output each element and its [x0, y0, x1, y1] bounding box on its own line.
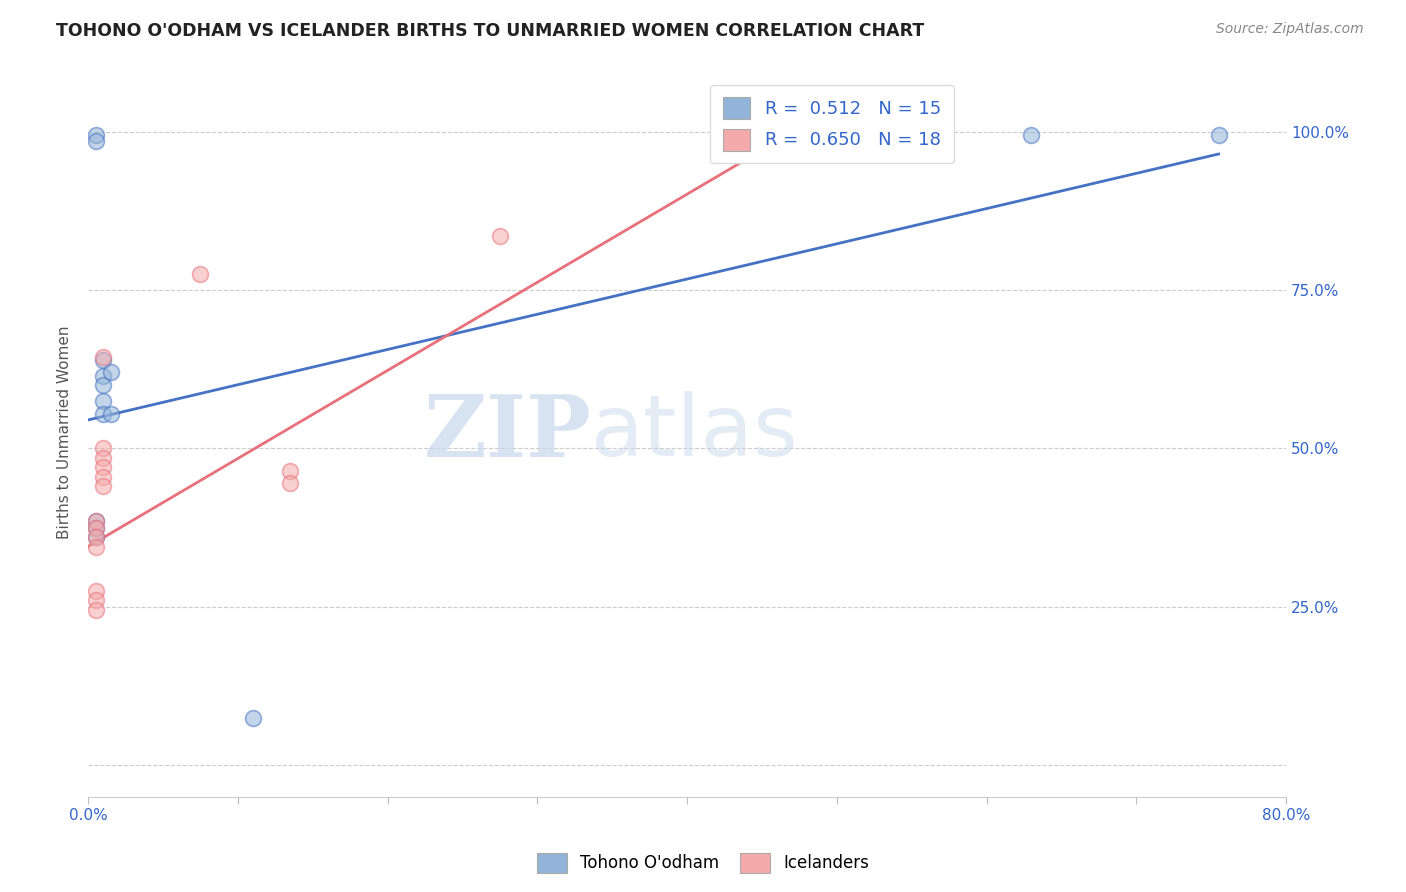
Point: [1208, 128, 1230, 142]
Point: [84, 520, 107, 534]
Point: [91, 378, 114, 392]
Point: [1021, 128, 1043, 142]
Point: [84, 540, 107, 554]
Point: [91, 407, 114, 421]
Point: [84, 514, 107, 528]
Point: [91, 350, 114, 364]
Point: [84, 514, 107, 528]
Point: [278, 464, 301, 478]
Point: [84, 134, 107, 148]
Point: [91, 442, 114, 456]
Text: TOHONO O'ODHAM VS ICELANDER BIRTHS TO UNMARRIED WOMEN CORRELATION CHART: TOHONO O'ODHAM VS ICELANDER BIRTHS TO UN…: [56, 22, 925, 40]
Point: [91, 460, 114, 475]
Point: [100, 366, 122, 380]
Point: [84, 593, 107, 607]
Text: atlas: atlas: [592, 391, 799, 474]
Point: [91, 450, 114, 465]
Point: [91, 368, 114, 383]
Y-axis label: Births to Unmarried Women: Births to Unmarried Women: [58, 326, 72, 540]
Text: Source: ZipAtlas.com: Source: ZipAtlas.com: [1216, 22, 1364, 37]
Point: [242, 710, 264, 724]
Point: [84, 530, 107, 544]
Point: [84, 603, 107, 617]
Point: [100, 407, 122, 421]
Point: [84, 583, 107, 598]
Point: [84, 520, 107, 534]
Text: ZIP: ZIP: [423, 391, 592, 475]
Point: [91, 352, 114, 367]
Legend: Tohono O'odham, Icelanders: Tohono O'odham, Icelanders: [530, 847, 876, 880]
Point: [91, 479, 114, 493]
Point: [190, 268, 212, 282]
Point: [84, 128, 107, 142]
Point: [84, 530, 107, 544]
Point: [91, 393, 114, 408]
Point: [489, 229, 512, 244]
Point: [91, 470, 114, 484]
Point: [766, 137, 789, 152]
Legend: R =  0.512   N = 15, R =  0.650   N = 18: R = 0.512 N = 15, R = 0.650 N = 18: [710, 85, 953, 163]
Point: [278, 476, 301, 491]
